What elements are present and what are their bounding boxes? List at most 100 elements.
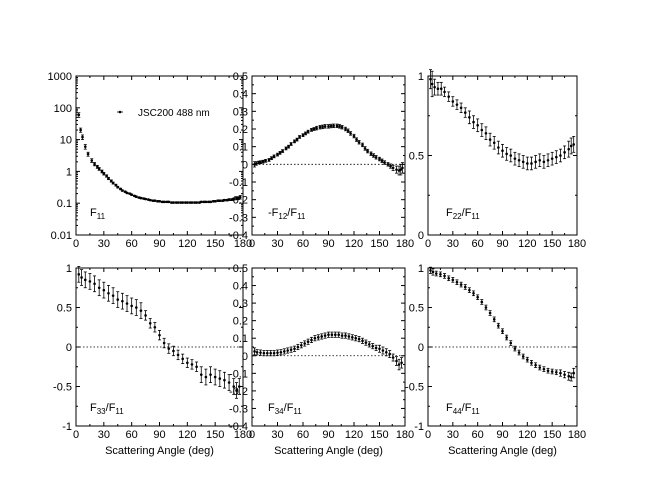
- data-point: [517, 158, 521, 162]
- data-point: [153, 199, 157, 202]
- data-point: [364, 341, 368, 344]
- data-point: [266, 351, 269, 355]
- data-point: [199, 373, 203, 376]
- y-tick-label: 1: [418, 71, 424, 83]
- y-tick-label: 1000: [48, 71, 72, 83]
- data-point: [550, 157, 554, 160]
- data-point: [546, 369, 550, 373]
- data-point: [349, 132, 352, 135]
- x-axis-label: Scattering Angle (deg): [448, 445, 557, 457]
- data-point: [399, 168, 403, 171]
- panel-label-part: 11: [471, 212, 480, 221]
- data-point: [492, 318, 496, 321]
- data-point: [298, 135, 301, 139]
- x-tick-label: 180: [396, 238, 414, 250]
- y-tick-label: -0.2: [229, 386, 248, 398]
- x-tick-label: 60: [472, 429, 484, 441]
- data-point: [378, 347, 381, 351]
- x-tick-label: 150: [206, 238, 224, 250]
- y-tick-label: 0: [418, 342, 424, 354]
- x-tick-label: 180: [396, 429, 414, 441]
- data-point: [361, 339, 364, 343]
- data-point: [139, 196, 143, 200]
- data-point: [153, 325, 157, 329]
- data-point: [93, 162, 96, 166]
- panel-label-part: 12: [278, 212, 287, 221]
- y-tick-label: -0.3: [229, 212, 248, 224]
- data-point: [380, 159, 384, 163]
- data-point: [114, 183, 118, 187]
- data-point: [521, 355, 525, 358]
- data-point: [279, 350, 283, 354]
- data-point: [135, 306, 138, 309]
- panel-label-part: F: [90, 207, 97, 219]
- data-point: [186, 361, 189, 365]
- data-point: [148, 322, 152, 325]
- data-point: [327, 125, 330, 128]
- data-point: [204, 200, 208, 204]
- data-point: [97, 286, 101, 290]
- data-point: [534, 363, 537, 367]
- data-point: [310, 338, 313, 342]
- y-tick-label: 0.5: [409, 151, 424, 163]
- panel-label: F33/F11: [90, 402, 124, 416]
- data-point: [335, 124, 339, 128]
- data-point: [77, 273, 81, 276]
- data-point: [255, 350, 259, 354]
- data-point: [429, 269, 432, 272]
- data-point: [223, 198, 226, 202]
- y-tick-label: 0.5: [233, 71, 248, 83]
- data-point: [355, 138, 358, 141]
- data-point: [521, 160, 525, 164]
- data-point: [334, 333, 337, 337]
- data-point: [447, 276, 450, 280]
- data-point: [320, 335, 324, 338]
- data-point: [287, 145, 290, 148]
- data-point: [317, 336, 320, 339]
- y-tick-label: -0.3: [229, 403, 248, 415]
- data-point: [555, 155, 558, 159]
- y-tick-label: -0.5: [53, 382, 72, 394]
- data-point: [289, 348, 293, 351]
- data-point: [330, 333, 334, 337]
- data-point: [388, 352, 392, 356]
- data-point: [538, 158, 542, 162]
- data-point: [111, 294, 115, 297]
- data-point: [572, 371, 575, 375]
- data-point: [315, 126, 318, 130]
- data-point: [264, 159, 267, 163]
- data-point: [312, 127, 316, 131]
- y-tick-label: 0.1: [233, 333, 248, 345]
- data-point: [162, 341, 166, 345]
- data-point: [102, 288, 106, 292]
- y-tick-label: 0.01: [51, 230, 72, 242]
- data-point: [209, 200, 212, 204]
- data-point: [383, 161, 386, 164]
- data-point: [338, 125, 341, 128]
- y-tick-label: -1: [414, 421, 424, 433]
- x-tick-label: 60: [297, 429, 309, 441]
- data-point: [439, 87, 443, 91]
- data-point: [107, 177, 110, 180]
- data-point: [363, 147, 367, 150]
- data-point: [534, 160, 537, 164]
- data-point: [167, 347, 171, 350]
- panel-label-part: /F: [106, 402, 116, 414]
- data-point: [569, 375, 573, 379]
- y-tick-label: 10: [60, 135, 72, 147]
- data-point: [344, 334, 347, 337]
- data-point: [125, 302, 129, 305]
- data-point: [186, 201, 189, 204]
- data-point: [401, 166, 404, 170]
- data-point: [259, 351, 262, 354]
- data-point: [476, 123, 479, 127]
- data-point: [391, 166, 395, 170]
- data-point: [259, 160, 262, 164]
- x-tick-label: 30: [447, 429, 459, 441]
- panel-label-part: 34: [275, 407, 284, 416]
- data-point: [81, 135, 84, 139]
- data-point: [497, 146, 500, 149]
- data-point: [102, 172, 106, 175]
- data-point: [476, 295, 479, 299]
- data-point: [167, 200, 171, 204]
